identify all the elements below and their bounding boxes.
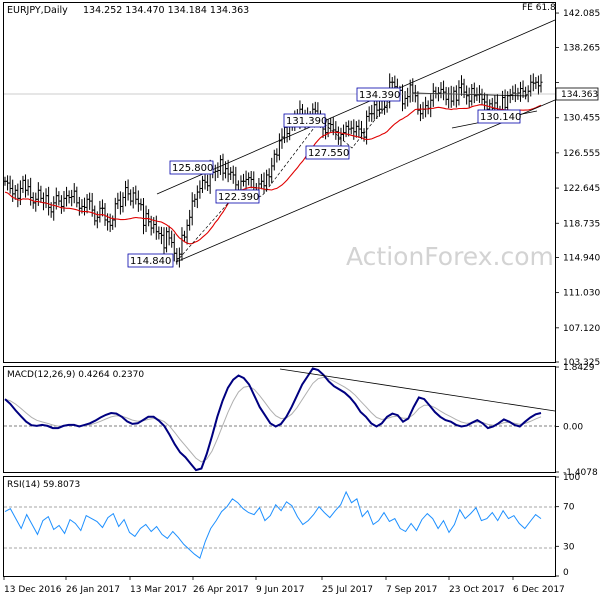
x-tick-label: 9 Jun 2017 bbox=[256, 585, 304, 595]
price-tick-label: 138.265 bbox=[563, 43, 600, 53]
wave-projection-line bbox=[175, 94, 396, 263]
macd-tick-label: 0.00 bbox=[563, 423, 583, 433]
x-axis: 13 Dec 2016 26 Jan 2017 13 Mar 2017 26 Apr … bbox=[3, 576, 565, 595]
svg-text:127.550: 127.550 bbox=[308, 148, 349, 159]
x-tick-label: 6 Dec 2017 bbox=[513, 585, 565, 595]
price-label-125800: 125.800 bbox=[169, 160, 214, 175]
rsi-line bbox=[4, 490, 542, 560]
rsi-panel bbox=[3, 476, 556, 577]
price-bars bbox=[3, 73, 543, 268]
rsi-label: RSI(14) 59.8073 bbox=[7, 480, 80, 490]
price-tick-label: 107.120 bbox=[563, 324, 600, 334]
channel-upper-line bbox=[156, 19, 556, 195]
price-label-130140: 130.140 bbox=[477, 109, 521, 124]
channel-lower-line bbox=[175, 99, 556, 263]
price-tick-label: 130.455 bbox=[563, 114, 600, 124]
svg-text:114.840: 114.840 bbox=[130, 256, 171, 267]
price-tick-label: 142.085 bbox=[563, 9, 600, 19]
rsi-tick-label: 100 bbox=[563, 473, 580, 483]
price-label-122390: 122.390 bbox=[215, 189, 260, 204]
macd-signal-line bbox=[4, 376, 542, 463]
macd-panel bbox=[3, 366, 556, 473]
price-panel bbox=[3, 2, 556, 363]
macd-line bbox=[4, 367, 542, 472]
rsi-axis: 100 70 30 0 bbox=[555, 473, 580, 578]
price-label-114840: 114.840 bbox=[127, 253, 174, 268]
x-tick-label: 7 Sep 2017 bbox=[386, 585, 437, 595]
macd-label: MACD(12,26,9) 0.4264 0.2370 bbox=[7, 370, 144, 380]
x-tick-label: 25 Jul 2017 bbox=[322, 585, 373, 595]
price-tick-label: 118.735 bbox=[563, 219, 600, 229]
fib-label: FE 61.8 bbox=[522, 3, 556, 13]
macd-tick-label: 1.8429 bbox=[563, 363, 595, 373]
rsi-tick-label: 30 bbox=[563, 542, 575, 552]
rsi-tick-label: 70 bbox=[563, 503, 575, 513]
watermark: ActionForex.com bbox=[346, 242, 554, 271]
current-price-tag: 134.363 bbox=[555, 87, 599, 101]
svg-text:134.363: 134.363 bbox=[561, 90, 598, 100]
price-tick-label: 126.555 bbox=[563, 149, 600, 159]
svg-text:125.800: 125.800 bbox=[172, 163, 213, 174]
price-tick-label: 114.940 bbox=[563, 253, 600, 263]
chart-title: EURJPY,Daily bbox=[7, 5, 68, 16]
price-tick-label: 111.030 bbox=[563, 289, 600, 299]
svg-text:122.390: 122.390 bbox=[218, 192, 259, 203]
x-tick-label: 13 Mar 2017 bbox=[130, 585, 187, 595]
x-tick-label: 26 Apr 2017 bbox=[193, 585, 249, 595]
triangle-upper-line bbox=[414, 92, 528, 97]
x-tick-label: 23 Oct 2017 bbox=[449, 585, 505, 595]
price-label-134390: 134.390 bbox=[356, 87, 401, 102]
svg-text:131.390: 131.390 bbox=[286, 116, 327, 127]
price-label-131390: 131.390 bbox=[283, 113, 327, 128]
x-tick-label: 13 Dec 2016 bbox=[4, 585, 62, 595]
ohlc-readout: 134.252 134.470 134.184 134.363 bbox=[83, 5, 249, 16]
price-tick-label: 122.645 bbox=[563, 184, 600, 194]
macd-trend-line bbox=[279, 368, 556, 412]
price-axis: 142.085 138.265 130.455 126.555 122.645 118.7… bbox=[555, 9, 600, 368]
price-tick-label: 103.325 bbox=[563, 358, 600, 368]
ohlc-bar bbox=[539, 74, 543, 93]
macd-axis: 1.8429 0.00 -1.4078 bbox=[555, 363, 598, 478]
macd-tick-label: -1.4078 bbox=[563, 468, 598, 478]
x-tick-label: 26 Jan 2017 bbox=[66, 585, 120, 595]
rsi-tick-label: 0 bbox=[563, 568, 569, 578]
moving-average-line bbox=[4, 104, 542, 245]
svg-text:130.140: 130.140 bbox=[480, 112, 521, 123]
price-label-127550: 127.550 bbox=[305, 145, 350, 160]
svg-text:134.390: 134.390 bbox=[359, 90, 400, 101]
